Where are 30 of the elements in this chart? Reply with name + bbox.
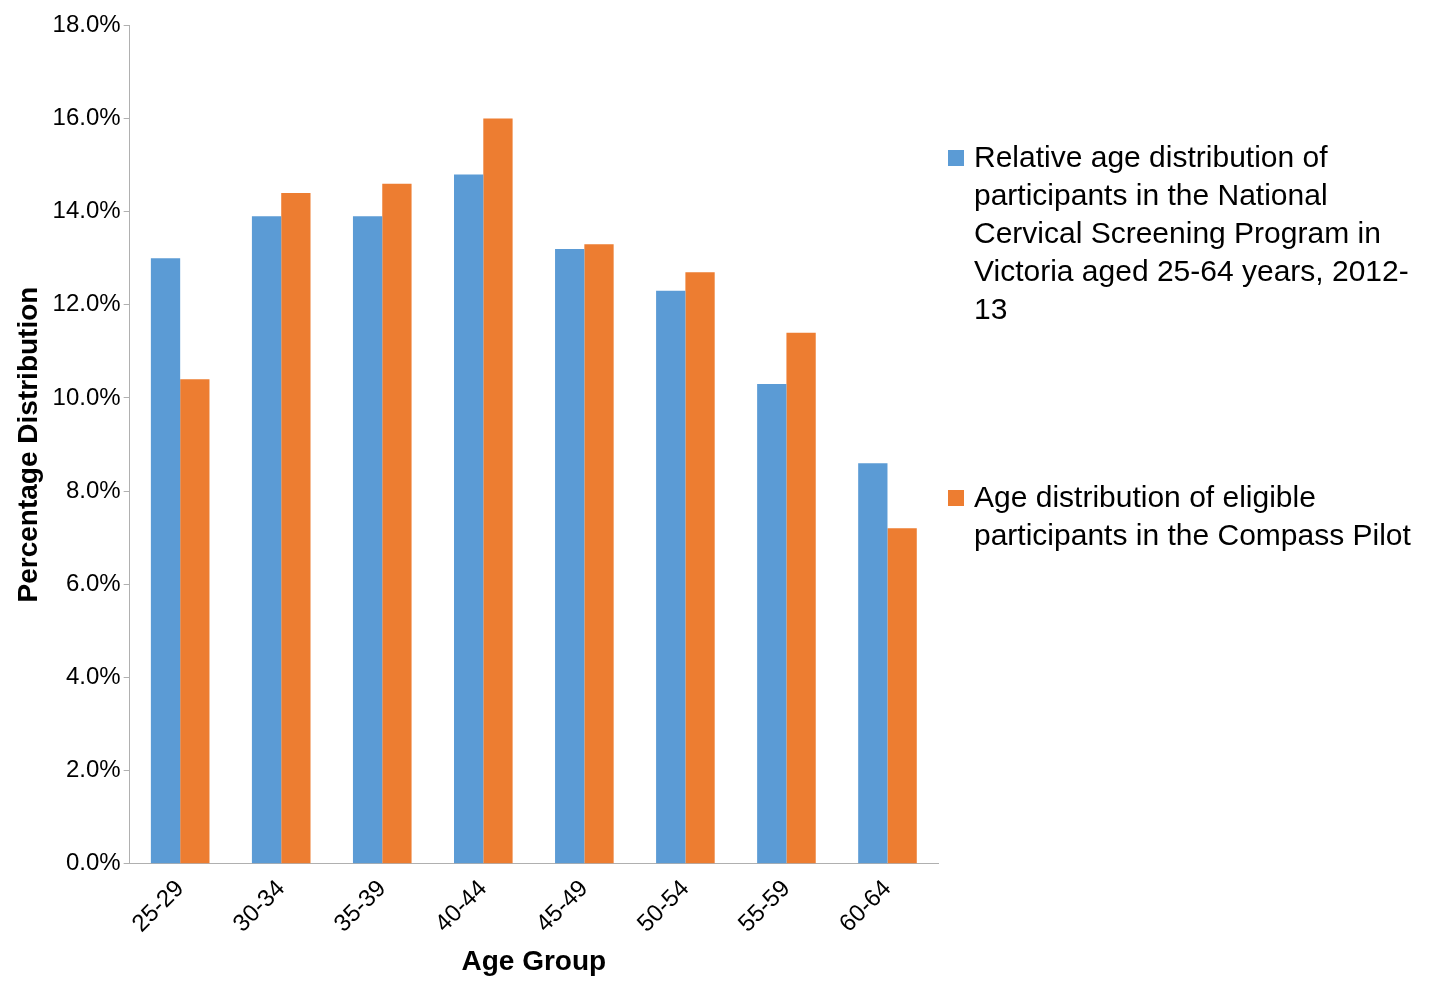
y-tick-label: 10.0% [52,382,121,410]
y-tick-label: 4.0% [65,661,121,689]
y-tick-label: 8.0% [65,475,121,503]
y-tick-label: 14.0% [52,196,121,224]
bar [180,379,210,864]
bar [786,332,816,864]
bar [685,272,715,864]
y-tick-label: 0.0% [65,848,121,876]
bar [887,528,917,864]
y-tick-label: 16.0% [52,103,121,131]
bar [858,463,888,864]
y-tick-label: 2.0% [65,755,121,783]
bar [150,258,181,864]
bar [757,383,787,864]
bar [454,174,484,864]
y-tick-label: 12.0% [52,289,121,317]
bar [281,193,311,864]
bar [483,118,513,864]
legend-label: Age distribution of eligible participants in the Compass Pilot [974,479,1412,553]
bar [584,244,614,864]
bar [382,183,412,864]
y-tick-label: 6.0% [65,568,121,596]
y-axis-title: Percentage Distribution [11,286,43,603]
bar [352,216,383,864]
y-tick-label: 18.0% [52,10,121,38]
bar [656,290,686,864]
bar [251,216,282,864]
legend-label: Relative age distribution of participants in the National Cervical Screening Program in Victoria aged 25-64 years, 2012-13 [974,139,1410,327]
bar [555,248,585,864]
x-axis-title: Age Group [461,944,607,976]
